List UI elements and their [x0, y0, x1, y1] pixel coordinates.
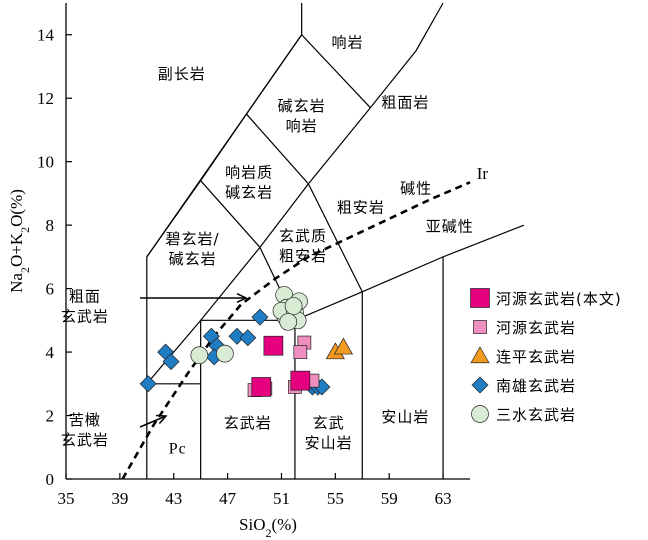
point-series-3 [239, 329, 257, 347]
field-boundary [246, 113, 363, 479]
field-label-basanite-tephrite: 碧玄岩/碱玄岩 [166, 230, 220, 268]
arrow-picrobasalt [139, 415, 167, 428]
field-boundary [200, 256, 444, 321]
y-axis-title: Na2O+K2O(%) [7, 189, 32, 293]
legend-marker-4 [471, 405, 489, 423]
field-label-basalt: 玄武岩 [224, 414, 272, 432]
y-tick-label: 4 [46, 343, 55, 362]
field-boundary [146, 180, 202, 258]
field-label-foidite: 副长岩 [158, 65, 206, 83]
field-label-alkaline: 碱性 [400, 179, 432, 197]
x-tick-label: 35 [58, 489, 75, 508]
legend-label-2: 连平玄武岩 [496, 348, 576, 366]
field-label-trachyandesite: 粗安岩 [337, 198, 385, 216]
ir-dividing-line: Ir [121, 164, 489, 480]
field-boundary [301, 34, 371, 109]
field-label-trachybasalt: 粗面玄武岩 [61, 287, 109, 325]
point-series-0 [251, 377, 272, 397]
y-tick-label: 12 [37, 89, 54, 108]
arrow-picrobasalt-head [155, 414, 168, 425]
point-series-0 [263, 335, 284, 356]
ir-label: Ir [477, 164, 489, 183]
point-series-3 [228, 327, 246, 345]
field-label-phonotephrite: 响岩质碱玄岩 [225, 164, 273, 202]
y-tick-label: 8 [46, 216, 55, 235]
field-boundary [200, 2, 444, 321]
point-series-3 [251, 308, 269, 326]
field-label-pc: Pc [169, 441, 187, 458]
legend-marker-3 [471, 376, 489, 394]
ir-curve [121, 181, 471, 480]
legend-label-4: 三水玄武岩 [496, 406, 576, 424]
legend-label-1: 河源玄武岩 [496, 319, 576, 337]
legend-label-3: 南雄玄武岩 [496, 377, 576, 395]
point-series-0 [290, 370, 311, 391]
legend-label-0: 河源玄武岩(本文) [496, 290, 622, 308]
field-label-subalkaline: 亚碱性 [426, 217, 474, 235]
legend-marker-0 [470, 288, 490, 308]
legend-marker-2 [470, 346, 490, 364]
x-tick-label: 47 [219, 489, 237, 508]
point-series-2 [333, 337, 354, 355]
point-series-3 [162, 353, 180, 371]
field-label-basaltic-trachyandesite: 玄武质粗安岩 [279, 227, 327, 265]
point-series-1 [293, 345, 308, 359]
data-points [139, 286, 354, 397]
field-label-andesite: 安山岩 [381, 408, 429, 426]
y-tick-label: 10 [37, 153, 54, 172]
x-axis-title: SiO2(%) [239, 515, 297, 540]
x-tick-label: 55 [327, 489, 344, 508]
field-label-trachyte: 粗面岩 [381, 94, 429, 112]
axes: 35 39 43 47 51 55 59 63 0 2 4 6 8 10 12 14 SiO2(%) Na2O+K… [7, 3, 470, 540]
y-tick-label: 14 [37, 26, 55, 45]
x-tick-label: 63 [435, 489, 452, 508]
y-tick-label: 2 [46, 407, 55, 426]
y-tick-label: 0 [46, 470, 55, 489]
point-series-4 [216, 344, 234, 363]
label-arrows [139, 292, 248, 428]
field-boundaries [145, 2, 525, 479]
field-boundary [442, 224, 525, 479]
x-tick-label: 43 [165, 489, 182, 508]
point-series-4 [190, 346, 209, 365]
field-label-basaltic-andesite: 玄武安山岩 [305, 414, 353, 452]
field-label-tephriphonolite: 碱玄岩响岩 [278, 97, 326, 135]
field-labels: Pc 玄武岩 玄武安山岩 安山岩 苦橄玄武岩 粗面玄武岩 碧玄岩/碱玄岩响岩质碱玄岩玄武质粗… [61, 33, 474, 458]
x-tick-label: 39 [111, 489, 128, 508]
arrow-trachybasalt-head [236, 292, 248, 304]
point-series-4 [284, 297, 303, 315]
field-label-phonolite: 响岩 [331, 33, 363, 51]
x-tick-label: 59 [381, 489, 398, 508]
legend-marker-1 [473, 320, 487, 334]
x-tick-label: 51 [273, 489, 290, 508]
y-tick-label: 6 [46, 280, 55, 299]
point-series-4 [279, 313, 298, 331]
field-label-picrobasalt: 苦橄玄武岩 [61, 411, 109, 449]
point-series-3 [139, 375, 157, 393]
